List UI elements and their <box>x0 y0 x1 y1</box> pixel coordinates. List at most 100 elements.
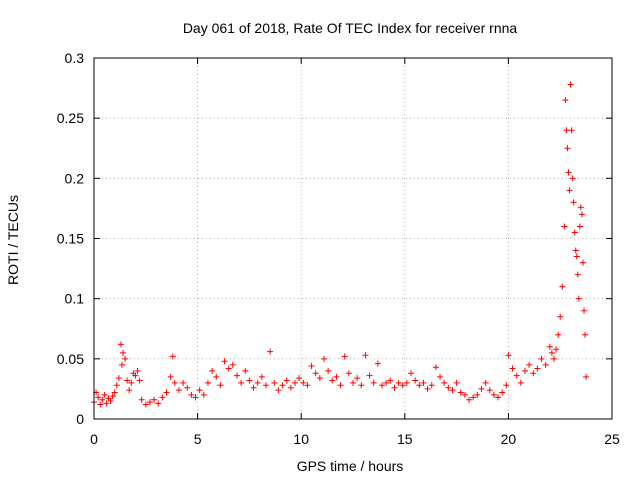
data-point <box>408 370 415 377</box>
data-point <box>513 372 520 379</box>
data-point <box>159 394 166 401</box>
data-point <box>416 382 423 389</box>
data-point <box>134 367 141 374</box>
x-tick-label: 5 <box>194 431 202 447</box>
data-point <box>221 358 228 365</box>
data-point <box>478 385 485 392</box>
data-point <box>146 399 153 406</box>
data-point <box>461 391 468 398</box>
data-point <box>95 394 102 401</box>
data-point <box>562 97 569 104</box>
data-point <box>167 373 174 380</box>
data-point <box>320 355 327 362</box>
data-point <box>573 253 580 260</box>
data-point <box>362 352 369 359</box>
data-point <box>192 394 199 401</box>
data-point <box>229 361 236 368</box>
y-tick-label: 0.05 <box>57 351 84 367</box>
data-point <box>155 400 162 407</box>
data-point <box>271 379 278 386</box>
data-point <box>379 382 386 389</box>
data-point <box>557 313 564 320</box>
x-tick-label: 10 <box>293 431 309 447</box>
data-point <box>304 382 311 389</box>
data-point <box>138 396 145 403</box>
data-point <box>567 81 574 88</box>
data-point <box>242 367 249 374</box>
data-point <box>563 127 570 134</box>
data-point <box>548 349 555 356</box>
data-point <box>233 372 240 379</box>
data-point <box>142 401 149 408</box>
data-point <box>196 387 203 394</box>
data-point <box>291 379 298 386</box>
data-point <box>103 400 110 407</box>
data-point <box>238 379 245 386</box>
data-point <box>517 379 524 386</box>
data-point <box>325 367 332 374</box>
data-point <box>583 373 590 380</box>
data-point <box>254 379 261 386</box>
data-point <box>575 295 582 302</box>
data-point <box>225 365 232 372</box>
data-point <box>383 379 390 386</box>
data-point <box>449 387 456 394</box>
x-tick-label: 25 <box>604 431 620 447</box>
data-point <box>581 307 588 314</box>
data-point <box>296 375 303 382</box>
data-point <box>570 199 577 206</box>
data-point <box>582 331 589 338</box>
data-point <box>113 382 120 389</box>
data-point <box>437 373 444 380</box>
data-point <box>345 370 352 377</box>
data-point <box>354 375 361 382</box>
data-point <box>509 365 516 372</box>
y-axis-title: ROTI / TECUs <box>5 195 21 285</box>
data-point <box>316 375 323 382</box>
data-point <box>521 367 528 374</box>
data-point <box>99 396 106 403</box>
data-point <box>559 283 566 290</box>
data-point <box>457 389 464 396</box>
data-point <box>132 372 139 379</box>
data-point <box>180 379 187 386</box>
data-point <box>279 382 286 389</box>
data-point <box>490 391 497 398</box>
data-point <box>312 370 319 377</box>
data-point <box>117 341 124 348</box>
grid-lines <box>94 58 612 419</box>
x-tick-label: 0 <box>90 431 98 447</box>
data-point <box>115 375 122 382</box>
data-point <box>124 377 131 384</box>
data-point <box>445 384 452 391</box>
data-point <box>308 363 315 370</box>
data-point <box>441 379 448 386</box>
data-point <box>217 382 224 389</box>
data-point <box>126 387 133 394</box>
data-point <box>341 353 348 360</box>
data-point <box>538 355 545 362</box>
data-point <box>111 389 118 396</box>
data-point <box>424 385 431 392</box>
data-point <box>569 175 576 182</box>
data-point <box>428 382 435 389</box>
data-point <box>204 379 211 386</box>
data-point <box>171 379 178 386</box>
data-point <box>578 211 585 218</box>
y-tick-label: 0.1 <box>65 291 85 307</box>
data-point <box>97 401 104 408</box>
data-point <box>526 361 533 368</box>
data-point <box>107 397 114 404</box>
y-tick-label: 0.25 <box>57 110 84 126</box>
data-point <box>432 364 439 371</box>
data-point <box>151 396 158 403</box>
data-point <box>101 391 108 398</box>
chart-title: Day 061 of 2018, Rate Of TEC Index for r… <box>183 20 518 36</box>
data-point <box>120 349 127 356</box>
data-point <box>333 373 340 380</box>
data-point <box>577 204 584 211</box>
data-point <box>184 384 191 391</box>
data-point <box>374 360 381 367</box>
